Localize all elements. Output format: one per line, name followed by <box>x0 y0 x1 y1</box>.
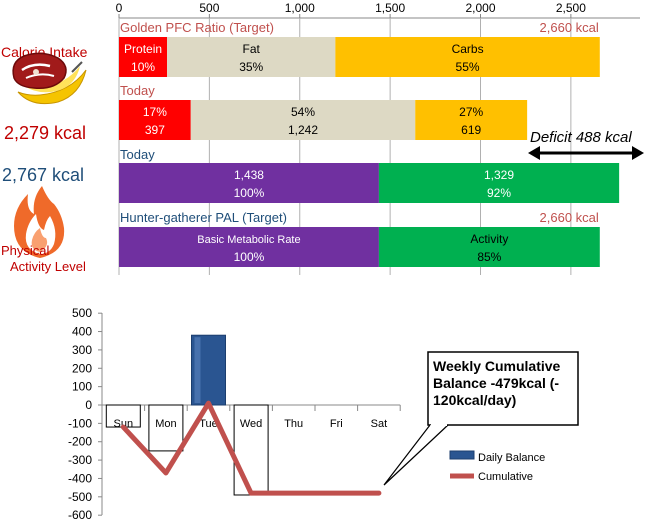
flame-icon <box>14 186 65 258</box>
segment-value: 619 <box>461 123 481 137</box>
top-chart-row-titles: Golden PFC Ratio (Target) 2,660 kcal Today… <box>120 20 599 225</box>
y-tick-label: 300 <box>72 343 92 357</box>
annotation-line: Balance -479kcal (- <box>433 375 559 391</box>
segment-value: 10% <box>131 60 155 74</box>
x-category-label: Sun <box>114 418 134 430</box>
segment-label: Basic Metabolic Rate <box>197 234 300 246</box>
top-x-tick-label: 0 <box>116 1 123 15</box>
weekly-balance-callout: Weekly Cumulative Balance -479kcal (-120k… <box>383 351 579 486</box>
deficit-arrow <box>528 146 644 160</box>
y-tick-label: 200 <box>72 361 92 375</box>
annotation-line: Weekly Cumulative <box>433 358 561 374</box>
row-title: Golden PFC Ratio (Target) <box>120 20 274 35</box>
segment-value: 100% <box>234 186 265 200</box>
row-total-label: 2,660 kcal <box>540 20 599 35</box>
segment-value: 100% <box>234 250 265 264</box>
row-title: Hunter-gatherer PAL (Target) <box>120 210 287 225</box>
y-tick-label: 400 <box>72 325 92 339</box>
y-tick-label: -200 <box>68 435 92 449</box>
segment-label: Carbs <box>452 42 484 56</box>
x-category-label: Wed <box>240 418 262 430</box>
bottom-chart-bars <box>105 334 269 496</box>
segment-value: 92% <box>487 186 511 200</box>
segment-label: Protein <box>124 42 162 56</box>
bar-segment <box>119 100 191 140</box>
segment-label: 27% <box>459 105 483 119</box>
weekly-balance-annotation: Weekly Cumulative Balance -479kcal (-120k… <box>433 358 561 408</box>
y-tick-label: -100 <box>68 416 92 430</box>
daily-balance-bar-shine <box>194 337 201 403</box>
segment-label: Fat <box>243 42 261 56</box>
row-total-label: 2,660 kcal <box>540 210 599 225</box>
bar-segment <box>119 37 168 77</box>
calorie-intake-value: 2,279 kcal <box>4 123 86 143</box>
daily-balance-bar <box>148 404 184 452</box>
top-x-tick-label: 1,500 <box>375 1 405 15</box>
top-chart-x-axis: 0 500 1,000 1,500 2,000 2,500 <box>116 1 587 15</box>
x-category-label: Thu <box>284 418 303 430</box>
top-x-tick-label: 2,500 <box>556 1 586 15</box>
x-category-label: Fri <box>330 418 343 430</box>
meat-and-banana-icon <box>12 52 87 105</box>
physical-label-2: Activity Level <box>10 259 86 274</box>
cumulative-line-path <box>120 400 382 496</box>
segment-value: 85% <box>477 250 501 264</box>
segment-label: Activity <box>470 232 508 246</box>
row-title: Today <box>120 83 155 98</box>
x-category-label: Sat <box>371 418 388 430</box>
segment-label: 17% <box>143 105 167 119</box>
bottom-chart-y-axis: 500 400 300 200 100 0 -100 -200 -300 -400 -500 -600 <box>68 306 92 522</box>
bar-segment <box>378 163 620 203</box>
bar-segment <box>190 100 416 140</box>
segment-value: 397 <box>145 123 165 137</box>
bar-segment <box>119 163 379 203</box>
y-tick-label: 100 <box>72 380 92 394</box>
legend-label-cumulative: Cumulative <box>478 471 533 483</box>
bottom-chart-x-axis: Sun Mon Tue Wed Thu Fri Sat <box>114 418 388 430</box>
y-tick-label: -500 <box>68 490 92 504</box>
legend-swatch-daily <box>449 450 475 460</box>
bottom-chart-legend: Daily Balance Cumulative <box>449 450 545 483</box>
segment-value: 1,242 <box>288 123 318 137</box>
segment-label: 1,438 <box>234 168 264 182</box>
segment-label: 54% <box>291 105 315 119</box>
cumulative-line <box>120 400 382 496</box>
x-category-label: Mon <box>155 418 176 430</box>
x-category-label: Tue <box>199 418 218 430</box>
bar-segment <box>378 227 600 267</box>
y-tick-label: -600 <box>68 508 92 522</box>
top-x-tick-label: 1,000 <box>285 1 315 15</box>
top-x-tick-label: 500 <box>199 1 219 15</box>
annotation-line: 120kcal/day) <box>433 392 516 408</box>
bar-segment <box>415 100 528 140</box>
segment-label: 1,329 <box>484 168 514 182</box>
deficit-label: Deficit 488 kcal <box>530 129 632 146</box>
segment-value: 35% <box>239 60 263 74</box>
y-tick-label: 0 <box>85 398 92 412</box>
row-title: Today <box>120 147 155 162</box>
bar-segment <box>167 37 336 77</box>
legend-label-daily: Daily Balance <box>478 452 545 464</box>
y-tick-label: -400 <box>68 471 92 485</box>
physical-label-1: Physical <box>1 243 50 258</box>
top-x-tick-label: 2,000 <box>465 1 495 15</box>
segment-value: 55% <box>456 60 480 74</box>
top-chart-bars: Protein 10% Fat 35% Carbs 55% 17% 397 54% 1,242 27… <box>119 37 620 267</box>
y-tick-label: 500 <box>72 306 92 320</box>
bar-segment <box>119 227 379 267</box>
physical-value: 2,767 kcal <box>2 165 84 185</box>
bar-segment <box>335 37 600 77</box>
y-tick-label: -300 <box>68 453 92 467</box>
